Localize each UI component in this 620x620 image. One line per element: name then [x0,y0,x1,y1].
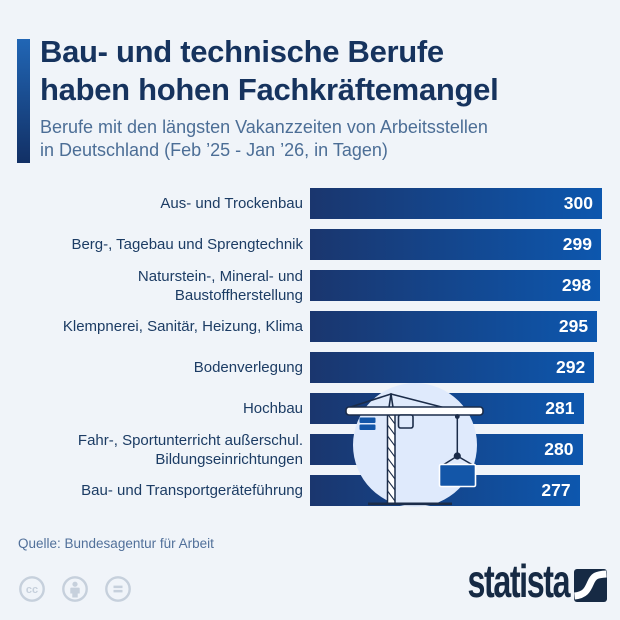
bar-row: Bau- und Transportgeräteführung 277 [0,475,620,506]
bar: 280 [310,434,583,465]
bar-track: 299 [310,229,620,260]
bar: 281 [310,393,584,424]
bar-label: Bau- und Transportgeräteführung [81,482,303,499]
bar-label: Bodenverlegung [193,359,303,376]
chart-title: Bau- und technische Berufe haben hohen F… [40,33,499,109]
bar-label: Hochbau [242,400,303,417]
bar-value-label: 300 [563,193,593,213]
bar-value-label: 295 [558,316,589,336]
bar-label: Berg-, Tagebau und Sprengtechnik [71,236,303,253]
bar-track: 292 [310,352,620,383]
chart-subtitle: Berufe mit den längsten Vakanzzeiten von… [40,116,488,162]
bar-row: Naturstein-, Mineral- und Baustoffherste… [0,268,620,304]
statista-logo-mark [574,569,607,602]
bar-row: Hochbau 281 [0,393,620,424]
bar-chart: Aus- und Trockenbau 300 Berg-, Tagebau und… [0,188,620,516]
cc-icon[interactable]: cc [18,575,46,603]
title-accent-bar [17,39,30,163]
bar-label: Fahr-, Sportunterricht außerschul. Bildu… [77,431,303,468]
bar-row: Berg-, Tagebau und Sprengtechnik 299 [0,229,620,260]
bar-row: Aus- und Trockenbau 300 [0,188,620,219]
bar: 300 [310,188,602,219]
title-line-2: haben hohen Fachkräftemangel [40,72,499,107]
bar-label: Naturstein-, Mineral- und Baustoffherste… [137,267,303,304]
bar-label: Aus- und Trockenbau [160,195,303,212]
bar-value-label: 277 [541,480,571,500]
bar-value-label: 299 [562,234,592,254]
bar-row: Klempnerei, Sanitär, Heizung, Klima 295 [0,311,620,342]
cc-by-icon[interactable] [61,575,89,603]
bar: 292 [310,352,595,383]
bar: 299 [310,229,601,260]
cc-icon-glyph: cc [26,584,38,596]
bar-track: 300 [310,188,620,219]
subtitle-line-2: in Deutschland (Feb ’25 - Jan ’26, in Ta… [40,140,388,160]
source-note: Quelle: Bundesagentur für Arbeit [18,536,214,551]
bar-row: Bodenverlegung 292 [0,352,620,383]
statista-logo[interactable]: statista [424,555,607,607]
bar-track: 280 [310,434,620,465]
statista-wordmark: statista [467,555,570,607]
bar-value-label: 281 [545,398,575,418]
bar-track: 298 [310,270,620,301]
bar: 295 [310,311,598,342]
title-line-1: Bau- und technische Berufe [40,34,444,69]
bar-row: Fahr-, Sportunterricht außerschul. Bildu… [0,432,620,468]
bar-value-label: 292 [555,357,586,377]
bar-label: Klempnerei, Sanitär, Heizung, Klima [62,318,303,335]
bar: 277 [310,475,580,506]
bar-value-label: 280 [544,439,574,459]
cc-nd-icon[interactable] [104,575,132,603]
bar-track: 281 [310,393,620,424]
bar-track: 295 [310,311,620,342]
bar: 298 [310,270,601,301]
license-icons: cc [18,575,132,603]
bar-value-label: 298 [561,275,592,295]
bar-track: 277 [310,475,620,506]
subtitle-line-1: Berufe mit den längsten Vakanzzeiten von… [40,117,488,137]
